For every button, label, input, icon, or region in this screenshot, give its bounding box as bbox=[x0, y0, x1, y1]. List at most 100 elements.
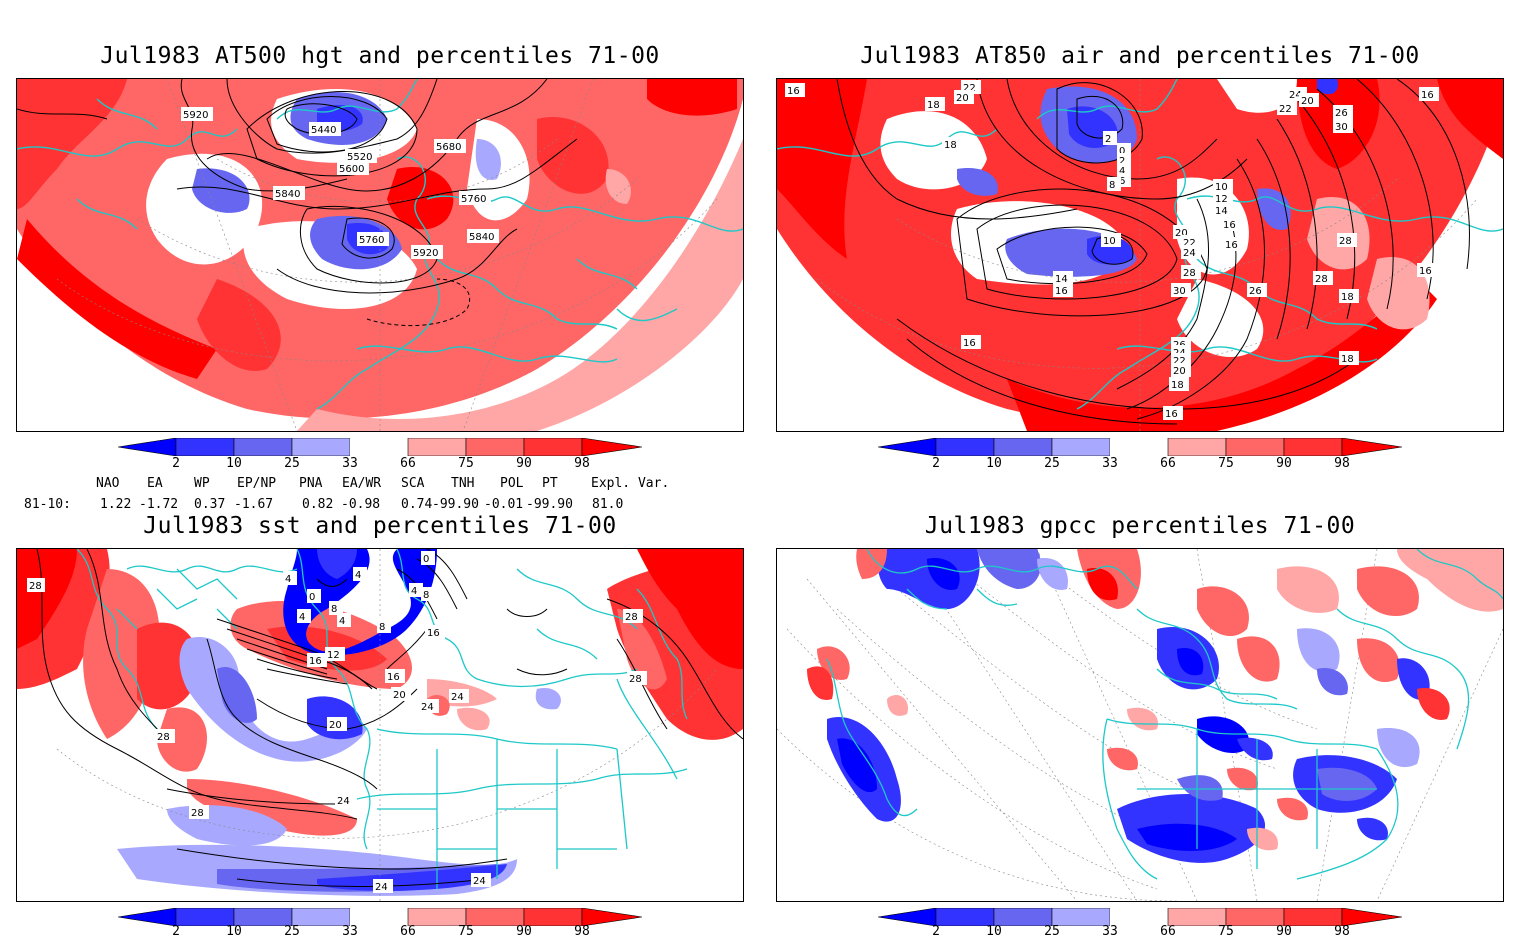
contour-label: 16 bbox=[387, 672, 400, 683]
colorbar-tick: 66 bbox=[1160, 456, 1176, 471]
contour-label: 28 bbox=[1315, 274, 1328, 285]
colorbar-tick: 90 bbox=[516, 456, 532, 471]
contour-label: 20 bbox=[1173, 366, 1186, 377]
index-header-wp: WP bbox=[194, 476, 210, 491]
panel-title-air: Jul1983 AT850 air and percentiles 71-00 bbox=[860, 43, 1420, 69]
contour-label: 12 bbox=[327, 650, 340, 661]
index-value-explvar: 81.0 bbox=[592, 497, 624, 512]
colorbar-swatches bbox=[877, 907, 1403, 927]
colorbar-tick: 33 bbox=[1102, 924, 1118, 939]
colorbar-tick: 2 bbox=[932, 924, 940, 939]
colorbar-hgt: 2 10 25 33 66 75 90 98 bbox=[117, 437, 643, 471]
index-header-sca: SCA bbox=[401, 476, 425, 491]
colorbar-tick: 2 bbox=[932, 456, 940, 471]
panel-title-sst: Jul1983 sst and percentiles 71-00 bbox=[143, 513, 617, 539]
contour-label: 28 bbox=[1183, 268, 1196, 279]
contour-label: 26 bbox=[1249, 286, 1262, 297]
index-value-tnh: -99.90 bbox=[432, 497, 479, 512]
contour-label: 16 bbox=[1419, 266, 1432, 277]
colorbar-tick: 90 bbox=[1276, 456, 1292, 471]
contour-label: 8 bbox=[1109, 180, 1115, 191]
contour-label: 22 bbox=[963, 83, 976, 94]
index-value-sca: 0.74 bbox=[401, 497, 433, 512]
colorbar-tick: 10 bbox=[986, 456, 1002, 471]
contour-label: 16 bbox=[1225, 240, 1238, 251]
contour-label-group: 5920 5440 5520 5600 5680 5840 5760 5760 … bbox=[181, 107, 499, 259]
contour-label: 24 bbox=[421, 702, 434, 713]
contour-label: 12 bbox=[1215, 194, 1228, 205]
contour-label: 0 bbox=[423, 554, 429, 565]
index-value-wp: 0.37 bbox=[194, 497, 226, 512]
contour-label: 20 bbox=[393, 690, 406, 701]
contour-label: 14 bbox=[1055, 274, 1068, 285]
contour-label: 2 bbox=[1105, 134, 1111, 145]
colorbar-tick: 25 bbox=[284, 924, 300, 939]
contour-label: 28 bbox=[157, 732, 170, 743]
contour-label: 5840 bbox=[275, 189, 300, 200]
contour-label: 8 bbox=[331, 604, 337, 615]
index-value-eawr: -0.98 bbox=[341, 497, 381, 512]
index-value-ea: -1.72 bbox=[139, 497, 179, 512]
contour-label: 24 bbox=[1183, 248, 1196, 259]
index-header-explvar: Expl. Var. bbox=[591, 476, 670, 491]
map-gpcc-panel bbox=[776, 548, 1504, 902]
colorbar-tick: 98 bbox=[574, 456, 590, 471]
colorbar-sst: 2 10 25 33 66 75 90 98 bbox=[117, 907, 643, 940]
contour-label: 8 bbox=[423, 590, 429, 601]
contour-label: 20 bbox=[329, 720, 342, 731]
contour-label: 5440 bbox=[311, 125, 336, 136]
colorbar-tick: 90 bbox=[516, 924, 532, 939]
contour-label: 18 bbox=[1171, 380, 1184, 391]
index-header-tnh: TNH bbox=[451, 476, 475, 491]
contour-label: 18 bbox=[1341, 354, 1354, 365]
contour-label: 4 bbox=[285, 574, 291, 585]
contour-label: 24 bbox=[473, 876, 486, 887]
index-header-ea: EA bbox=[147, 476, 163, 491]
colorbar-tick: 75 bbox=[458, 456, 474, 471]
colorbar-tick: 90 bbox=[1276, 924, 1292, 939]
index-header-epnp: EP/NP bbox=[237, 476, 277, 491]
contour-label: 16 bbox=[787, 86, 800, 97]
contour-label: 8 bbox=[379, 622, 385, 633]
colorbar-air: 2 10 25 33 66 75 90 98 bbox=[877, 437, 1403, 471]
contour-label: 10 bbox=[1103, 236, 1116, 247]
contour-label: 16 bbox=[1055, 286, 1068, 297]
colorbar-swatches bbox=[117, 907, 643, 927]
colorbar-tick: 33 bbox=[342, 924, 358, 939]
panel-title-gpcc: Jul1983 gpcc percentiles 71-00 bbox=[924, 513, 1356, 539]
index-header-nao: NAO bbox=[96, 476, 120, 491]
colorbar-tick: 75 bbox=[1218, 456, 1234, 471]
contour-label: 24 bbox=[1289, 90, 1302, 101]
contour-label: 16 bbox=[309, 656, 322, 667]
contour-label: 24 bbox=[375, 882, 388, 893]
colorbar-tick: 66 bbox=[1160, 924, 1176, 939]
contour-label-group: 28 4 0 4 8 4 4 8 0 8 4 16 12 16 20 20 16… bbox=[27, 551, 647, 893]
colorbar-tick: 66 bbox=[400, 924, 416, 939]
contour-label: 28 bbox=[191, 808, 204, 819]
index-header-pna: PNA bbox=[299, 476, 323, 491]
contour-label: 14 bbox=[1215, 206, 1228, 217]
contour-label: 16 bbox=[1223, 220, 1236, 231]
colorbar-tick: 98 bbox=[1334, 456, 1350, 471]
contour-label: 28 bbox=[625, 612, 638, 623]
contour-label: 26 bbox=[1335, 108, 1348, 119]
contour-label: 0 bbox=[1119, 146, 1125, 157]
colorbar-tick: 98 bbox=[574, 924, 590, 939]
colorbar-tick: 10 bbox=[226, 924, 242, 939]
contour-label: 4 bbox=[1119, 166, 1125, 177]
contour-label: 0 bbox=[309, 592, 315, 603]
colorbar-tick: 25 bbox=[1044, 924, 1060, 939]
index-row-label: 81-10: bbox=[24, 497, 71, 512]
map-sst-panel: 28 4 0 4 8 4 4 8 0 8 4 16 12 16 20 20 16… bbox=[16, 548, 744, 902]
colorbar-tick: 10 bbox=[226, 456, 242, 471]
contour-label: 5840 bbox=[469, 232, 494, 243]
contour-label: 4 bbox=[411, 586, 417, 597]
panel-title-hgt: Jul1983 AT500 hgt and percentiles 71-00 bbox=[100, 43, 660, 69]
contour-label: 18 bbox=[1341, 292, 1354, 303]
index-value-pol: -0.01 bbox=[484, 497, 524, 512]
index-value-pna: 0.82 bbox=[302, 497, 334, 512]
contour-label-group: 16 22 20 18 18 2 0 2 4 6 8 10 12 14 16 2… bbox=[785, 80, 1439, 420]
contour-label: 4 bbox=[355, 570, 361, 581]
contour-label: 6 bbox=[1119, 176, 1125, 187]
index-value-epnp: -1.67 bbox=[234, 497, 274, 512]
